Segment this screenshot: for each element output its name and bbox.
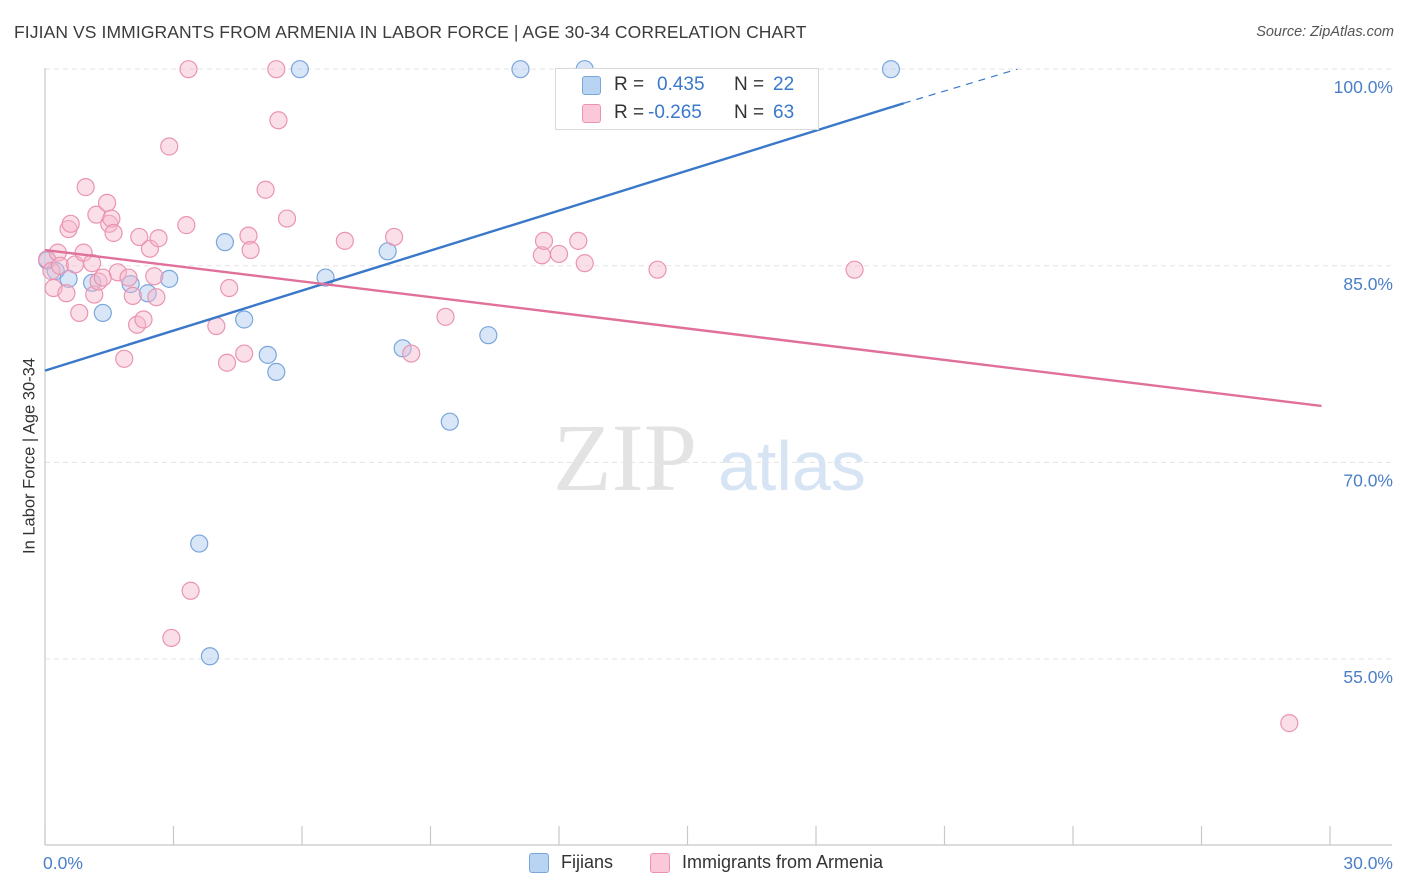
armenia-point bbox=[269, 111, 288, 130]
fijians-trend-extension bbox=[903, 68, 1018, 104]
fijians-swatch bbox=[529, 853, 549, 873]
armenia-point bbox=[177, 216, 196, 235]
fijians-point bbox=[267, 362, 286, 382]
armenia-point bbox=[102, 209, 121, 228]
fijians-point bbox=[215, 233, 234, 252]
armenia-point bbox=[181, 581, 200, 600]
n-label: N = bbox=[734, 74, 765, 95]
armenia-point bbox=[119, 268, 138, 287]
axes-layer bbox=[44, 68, 1392, 846]
watermark: ZIP atlas bbox=[553, 404, 866, 511]
source-label: Source: ZipAtlas.com bbox=[1256, 24, 1394, 40]
chart-title: FIJIAN VS IMMIGRANTS FROM ARMENIA IN LAB… bbox=[14, 22, 807, 42]
armenia-point bbox=[569, 231, 588, 250]
fijians-point bbox=[121, 274, 140, 294]
grid-layer bbox=[45, 68, 1392, 660]
n-value: 63 bbox=[773, 102, 795, 123]
fijians-point bbox=[190, 534, 209, 553]
armenia-point bbox=[115, 349, 134, 368]
r-label: R = bbox=[614, 102, 645, 123]
fijians-point bbox=[290, 60, 309, 79]
fijians-point bbox=[235, 310, 254, 329]
fijians-point bbox=[83, 273, 102, 292]
y-tick-label: 70.0% bbox=[1343, 470, 1393, 490]
x-tick-label: 0.0% bbox=[43, 853, 83, 873]
y-tick-label: 100.0% bbox=[1334, 77, 1393, 97]
tick-label-layer: 100.0% 85.0% 70.0% 55.0% 0.0% 30.0% bbox=[43, 77, 1393, 873]
r-value: -0.265 bbox=[648, 102, 702, 123]
legend-label: Fijians bbox=[561, 852, 614, 872]
armenia-point bbox=[239, 226, 258, 245]
armenia-point bbox=[108, 263, 127, 282]
armenia-trend-line bbox=[44, 248, 1322, 408]
armenia-point bbox=[123, 286, 142, 305]
watermark-atlas: atlas bbox=[718, 427, 866, 505]
armenia-point bbox=[845, 260, 864, 279]
y-axis-label: In Labor Force | Age 30-34 bbox=[20, 358, 39, 554]
armenia-point bbox=[179, 60, 198, 79]
armenia-point bbox=[149, 229, 168, 248]
armenia-point bbox=[549, 244, 569, 264]
r-label: R = bbox=[614, 74, 645, 95]
points-layer bbox=[38, 60, 1299, 733]
fijians-point bbox=[393, 339, 412, 358]
armenia-point bbox=[436, 307, 455, 326]
armenia-point bbox=[76, 178, 95, 197]
fijians-point bbox=[200, 647, 220, 666]
armenia-point bbox=[145, 267, 164, 286]
armenia-point bbox=[98, 193, 117, 212]
armenia-point bbox=[648, 260, 667, 279]
armenia-point bbox=[160, 137, 179, 156]
watermark-zip: ZIP bbox=[553, 404, 697, 511]
armenia-point bbox=[70, 303, 89, 323]
legend-label: Immigrants from Armenia bbox=[682, 852, 884, 872]
fijians-point bbox=[160, 269, 179, 288]
fijians-point bbox=[138, 284, 157, 303]
armenia-point bbox=[162, 628, 181, 648]
armenia-point bbox=[256, 180, 275, 199]
armenia-point bbox=[534, 231, 554, 250]
stats-legend: R = 0.435 N = 22 R = -0.265 N = 63 bbox=[555, 68, 819, 130]
n-value: 22 bbox=[773, 74, 795, 95]
armenia-point bbox=[61, 214, 80, 233]
fijians-point bbox=[511, 60, 530, 79]
armenia-point bbox=[147, 288, 166, 307]
fijians-point bbox=[479, 326, 498, 345]
armenia-point bbox=[402, 344, 421, 363]
y-tick-label: 85.0% bbox=[1343, 274, 1393, 294]
armenia-swatch bbox=[650, 853, 670, 873]
fijians-swatch bbox=[582, 76, 601, 95]
armenia-point bbox=[241, 240, 260, 260]
armenia-point bbox=[104, 223, 123, 243]
armenia-point bbox=[1280, 714, 1299, 733]
armenia-point bbox=[384, 227, 404, 247]
fijians-trend-line bbox=[44, 102, 905, 372]
armenia-point bbox=[57, 284, 76, 303]
trend-layer bbox=[44, 68, 1322, 408]
armenia-point bbox=[220, 278, 239, 298]
armenia-point bbox=[134, 310, 153, 329]
armenia-point bbox=[277, 209, 297, 228]
fijians-point bbox=[440, 412, 459, 431]
armenia-point bbox=[335, 231, 354, 250]
n-label: N = bbox=[734, 102, 765, 123]
fijians-point bbox=[93, 303, 112, 323]
fijians-point bbox=[881, 60, 901, 79]
armenia-swatch bbox=[582, 104, 601, 123]
armenia-point bbox=[235, 344, 254, 363]
armenia-point bbox=[50, 256, 70, 275]
armenia-point bbox=[87, 205, 106, 224]
r-value: 0.435 bbox=[657, 74, 705, 95]
armenia-point bbox=[130, 227, 149, 247]
y-tick-label: 55.0% bbox=[1343, 667, 1393, 687]
armenia-point bbox=[217, 353, 237, 372]
armenia-point bbox=[267, 60, 286, 79]
armenia-point bbox=[575, 254, 594, 273]
x-tick-label: 30.0% bbox=[1343, 853, 1393, 873]
fijians-point bbox=[258, 345, 277, 364]
